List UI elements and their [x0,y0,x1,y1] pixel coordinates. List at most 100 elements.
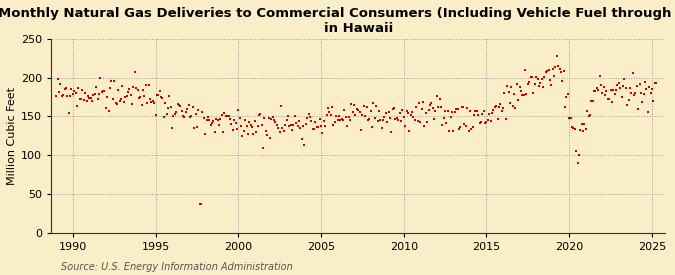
Point [186,114,197,118]
Point [354,110,365,114]
Point [481,119,492,124]
Point [160,101,171,105]
Point [414,101,425,105]
Point [543,68,554,73]
Point [421,111,431,115]
Point [648,98,659,103]
Point [310,120,321,124]
Point [332,118,343,122]
Point [172,101,183,106]
Point [72,104,82,108]
Point [304,115,315,119]
Point [364,117,375,121]
Point [358,104,369,108]
Point [368,101,379,106]
Point [365,109,376,113]
Point [533,84,544,88]
Point [134,95,144,100]
Point [518,93,529,97]
Point [216,113,227,117]
Point [176,109,187,114]
Point [140,82,151,87]
Point [184,115,195,119]
Point [623,98,634,103]
Point [323,106,333,111]
Point [279,123,290,127]
Point [373,108,384,113]
Point [267,115,278,119]
Point [294,119,304,123]
Point [153,92,163,97]
Point [350,113,361,118]
Point [230,121,241,125]
Point [419,124,430,128]
Point [163,106,173,110]
Point [121,94,132,98]
Point [197,110,208,114]
Point [84,95,95,100]
Point [256,123,267,127]
Point [488,108,499,112]
Point [441,121,452,126]
Point [303,111,314,116]
Point [513,98,524,102]
Point [636,90,647,95]
Point [487,111,497,115]
Point [182,107,192,111]
Point [115,96,126,101]
Point [467,125,478,129]
Point [77,88,88,92]
Point [107,97,118,101]
Point [452,107,463,111]
Point [241,124,252,128]
Point [165,105,176,109]
Point [620,86,631,90]
Point [240,118,250,122]
Point [496,109,507,114]
Point [446,114,456,119]
Point [402,111,413,115]
Point [608,87,619,92]
Point [74,97,85,101]
Point [200,131,211,136]
Point [103,109,114,113]
Point [499,91,510,96]
Point [277,125,288,130]
Point [53,90,64,95]
Point [259,116,270,120]
Point [521,92,532,97]
Point [86,99,97,103]
Point [136,103,147,108]
Point [61,86,72,90]
Point [541,69,551,74]
Point [647,87,657,91]
Point [69,89,80,93]
Point [183,103,194,107]
Point [561,95,572,99]
Point [192,125,202,130]
Point [51,94,61,98]
Point [634,82,645,86]
Point [155,89,165,94]
Point [458,105,468,109]
Point [564,116,574,120]
Point [190,112,201,116]
Point [599,93,610,97]
Point [575,127,586,132]
Point [454,126,464,131]
Point [641,86,652,91]
Point [142,100,153,105]
Point [344,118,355,122]
Point [479,109,489,113]
Point [169,112,180,116]
Point [342,124,352,128]
Point [80,90,90,95]
Point [315,117,325,122]
Point [226,122,237,126]
Point [531,75,541,79]
Point [68,92,78,97]
Point [161,112,172,116]
Point [335,117,346,122]
Point [92,97,103,101]
Point [352,107,362,111]
